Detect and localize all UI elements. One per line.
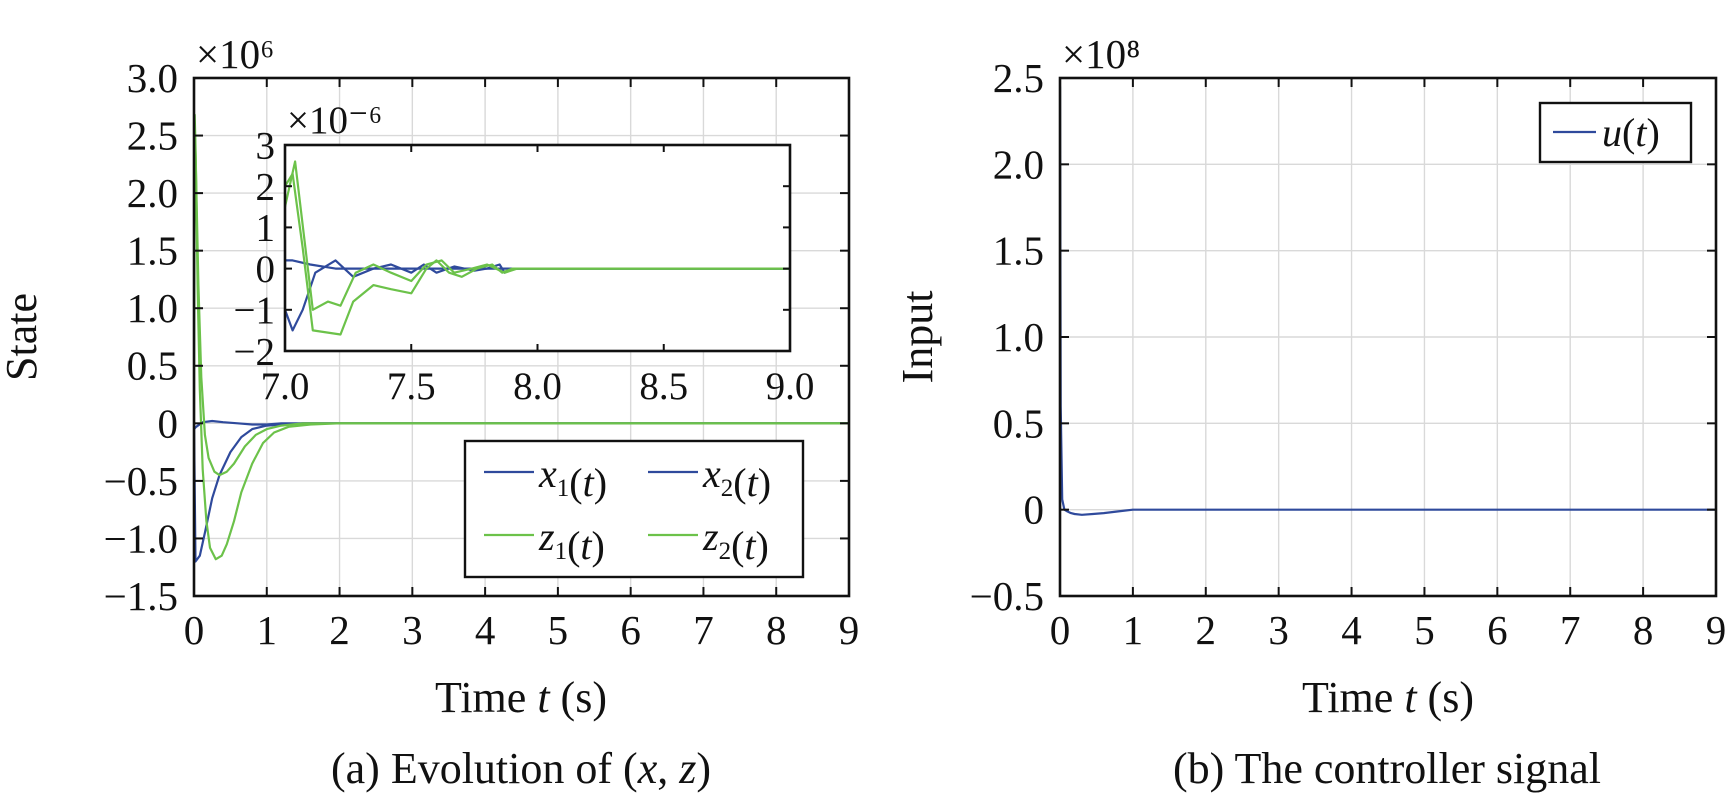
axis-exponent: ×10⁻⁶ bbox=[287, 99, 382, 142]
x-tick-label: 9.0 bbox=[766, 365, 815, 408]
x-tick-label: 4 bbox=[475, 607, 496, 653]
y-tick-label: 1.0 bbox=[993, 314, 1044, 360]
y-tick-label: −2 bbox=[234, 330, 276, 373]
legend-label: x1(t) bbox=[538, 451, 607, 505]
x-tick-label: 7.5 bbox=[387, 365, 436, 408]
x-tick-label: 3 bbox=[1268, 607, 1289, 653]
y-tick-label: 1.5 bbox=[993, 228, 1044, 274]
legend: x1(t) x2(t) z1(t) z2(t) bbox=[463, 439, 805, 579]
y-tick-label: 0.5 bbox=[993, 400, 1044, 446]
x-tick-label: 5 bbox=[1414, 607, 1435, 653]
y-tick-label: 2.0 bbox=[127, 170, 178, 216]
axis-exponent: ×10⁶ bbox=[196, 31, 274, 77]
y-tick-label: −0.5 bbox=[104, 458, 178, 504]
axes-frame bbox=[192, 76, 851, 598]
x-tick-label: 9 bbox=[1706, 607, 1727, 653]
y-tick-label: 0 bbox=[1024, 487, 1045, 533]
x-tick-label: 1 bbox=[1123, 607, 1144, 653]
y-tick-label: 0 bbox=[158, 400, 179, 446]
x-axis-label: Time t (s) bbox=[1302, 673, 1474, 722]
x-tick-label: 4 bbox=[1341, 607, 1362, 653]
x-tick-label: 7 bbox=[1560, 607, 1581, 653]
x-tick-label: 0 bbox=[184, 607, 205, 653]
y-tick-label: 2 bbox=[256, 165, 276, 208]
axis-exponent: ×10⁸ bbox=[1062, 31, 1140, 77]
y-tick-label: 2.0 bbox=[993, 141, 1044, 187]
y-axis-label: State bbox=[0, 293, 46, 381]
legend-label: z2(t) bbox=[702, 514, 769, 568]
y-tick-label: −1.5 bbox=[104, 573, 178, 619]
y-tick-label: 0 bbox=[256, 248, 276, 291]
y-tick-label: −1.0 bbox=[104, 515, 178, 561]
x-tick-label: 8 bbox=[1633, 607, 1654, 653]
x-tick-label: 6 bbox=[620, 607, 641, 653]
series-line-z2t bbox=[285, 172, 790, 336]
series-line-ut bbox=[1060, 86, 1716, 516]
x-tick-label: 7.0 bbox=[261, 365, 310, 408]
y-tick-label: 2.5 bbox=[993, 55, 1044, 101]
legend-label: x2(t) bbox=[702, 451, 771, 505]
legend: u(t) bbox=[1538, 101, 1693, 164]
y-tick-label: 1 bbox=[256, 207, 276, 250]
x-tick-label: 8.5 bbox=[639, 365, 688, 408]
x-tick-label: 2 bbox=[329, 607, 350, 653]
series-line-z2t bbox=[194, 113, 849, 561]
plot-area bbox=[285, 145, 790, 351]
legend-box bbox=[463, 439, 805, 579]
y-tick-label: 1.0 bbox=[127, 285, 178, 331]
x-axis-label: Time t (s) bbox=[435, 673, 607, 722]
x-tick-label: 8.0 bbox=[513, 365, 562, 408]
x-tick-label: 8 bbox=[766, 607, 787, 653]
legend-label: u(t) bbox=[1602, 110, 1660, 155]
x-tick-label: 5 bbox=[548, 607, 569, 653]
y-tick-label: 3.0 bbox=[127, 55, 178, 101]
y-tick-label: 0.5 bbox=[127, 343, 178, 389]
y-tick-label: −0.5 bbox=[970, 573, 1044, 619]
x-tick-label: 6 bbox=[1487, 607, 1508, 653]
x-tick-label: 7 bbox=[693, 607, 714, 653]
y-tick-label: −1 bbox=[234, 289, 276, 332]
y-tick-label: 1.5 bbox=[127, 228, 178, 274]
x-tick-label: 2 bbox=[1196, 607, 1217, 653]
y-axis-label: Input bbox=[893, 291, 942, 384]
caption-right: (b) The controller signal bbox=[1173, 744, 1601, 793]
y-tick-label: 3 bbox=[256, 124, 276, 167]
legend-label: z1(t) bbox=[538, 514, 605, 568]
x-tick-label: 1 bbox=[257, 607, 278, 653]
x-tick-label: 3 bbox=[402, 607, 423, 653]
x-tick-label: 9 bbox=[839, 607, 860, 653]
x-tick-label: 0 bbox=[1050, 607, 1071, 653]
y-tick-label: 2.5 bbox=[127, 112, 178, 158]
caption-left: (a) Evolution of (x, z) bbox=[331, 744, 711, 793]
